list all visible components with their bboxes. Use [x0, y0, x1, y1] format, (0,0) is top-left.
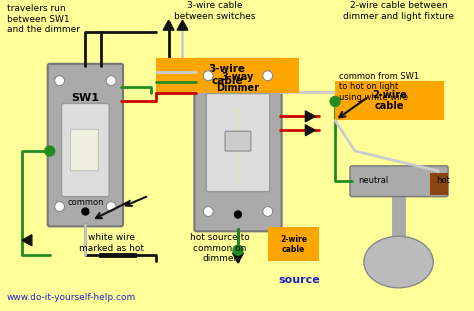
Circle shape: [203, 207, 213, 216]
Bar: [268, 227, 319, 261]
FancyBboxPatch shape: [194, 59, 282, 231]
Text: hot source to
common on
dimmer: hot source to common on dimmer: [190, 233, 250, 263]
Circle shape: [45, 146, 55, 156]
Polygon shape: [305, 125, 315, 136]
Polygon shape: [163, 20, 174, 30]
Circle shape: [263, 207, 273, 216]
Text: 2-wire cable between
dimmer and light fixture: 2-wire cable between dimmer and light fi…: [343, 1, 454, 21]
Polygon shape: [233, 253, 244, 263]
Circle shape: [106, 202, 116, 211]
Circle shape: [82, 208, 89, 215]
Text: 3-wire
cable: 3-wire cable: [209, 64, 246, 86]
Ellipse shape: [364, 236, 433, 288]
Circle shape: [106, 76, 116, 86]
FancyBboxPatch shape: [225, 131, 251, 151]
Text: SW1: SW1: [72, 93, 100, 103]
Text: white wire
marked as hot: white wire marked as hot: [79, 233, 144, 253]
FancyBboxPatch shape: [206, 94, 270, 192]
FancyBboxPatch shape: [71, 129, 98, 171]
Polygon shape: [305, 111, 315, 122]
Text: 2-wire
cable: 2-wire cable: [372, 90, 407, 111]
Circle shape: [330, 96, 340, 106]
Text: www.do-it-yourself-help.com: www.do-it-yourself-help.com: [7, 293, 137, 302]
Text: hot: hot: [436, 176, 450, 185]
Circle shape: [233, 245, 243, 255]
Text: common: common: [67, 198, 104, 207]
FancyBboxPatch shape: [350, 166, 448, 197]
Circle shape: [203, 71, 213, 81]
Circle shape: [235, 211, 241, 218]
Circle shape: [263, 71, 273, 81]
Bar: [430, 173, 448, 195]
Text: 2-wire
cable: 2-wire cable: [280, 234, 307, 254]
FancyBboxPatch shape: [62, 104, 109, 197]
Bar: [335, 81, 444, 120]
Text: travelers run
between SW1
and the dimmer: travelers run between SW1 and the dimmer: [7, 4, 80, 34]
Text: 3-wire cable
between switches: 3-wire cable between switches: [174, 1, 256, 21]
Text: source: source: [279, 275, 320, 285]
Circle shape: [55, 76, 64, 86]
Bar: [156, 58, 300, 93]
Circle shape: [55, 202, 64, 211]
Polygon shape: [177, 20, 188, 30]
Text: common from SW1
to hot on light
using white wire: common from SW1 to hot on light using wh…: [339, 72, 419, 102]
Polygon shape: [22, 235, 32, 246]
Text: neutral: neutral: [359, 176, 389, 185]
Text: 3-way
Dimmer: 3-way Dimmer: [217, 72, 259, 94]
FancyBboxPatch shape: [48, 64, 123, 226]
